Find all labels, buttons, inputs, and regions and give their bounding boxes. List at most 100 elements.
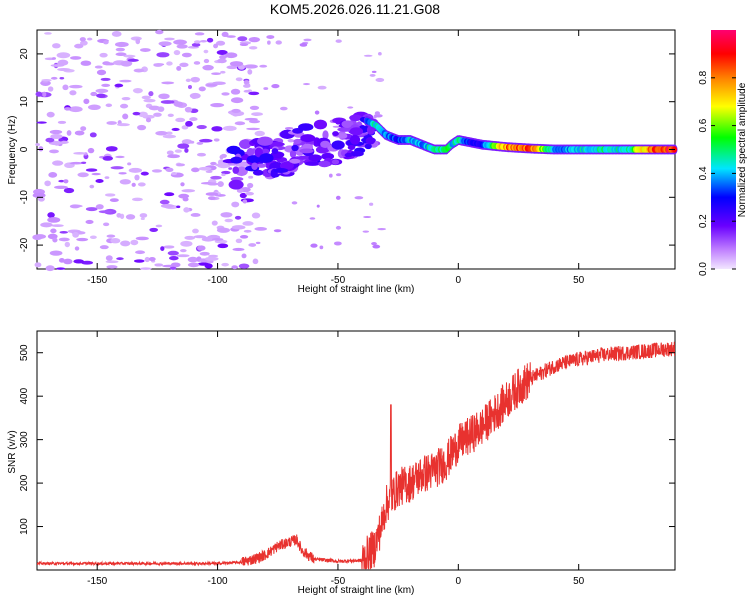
spectrogram-noise-blob [173, 39, 188, 45]
spectrogram-noise-blob [317, 85, 327, 90]
spectrogram-noise-blob [204, 263, 213, 269]
spectrogram-noise-blob [160, 246, 165, 251]
snr-x-tick-label: -100 [208, 576, 228, 587]
snr-y-tick-label: 400 [19, 387, 30, 404]
spectrogram-cluster-blob [365, 137, 376, 145]
spectrogram-noise-blob [83, 98, 90, 105]
spectrogram-cluster-blob [257, 136, 273, 146]
spectrogram-noise-blob [193, 61, 201, 65]
snr-x-label: Height of straight line (km) [298, 585, 415, 596]
spectrogram-noise-blob [131, 182, 136, 187]
spectrogram-cluster-blob [298, 123, 314, 131]
spectrogram-noise-blob [252, 258, 259, 265]
spectrogram-noise-blob [111, 31, 122, 37]
spectrogram-noise-blob [32, 234, 43, 241]
spectrogram-noise-blob [40, 222, 53, 228]
spectrogram-noise-blob [101, 83, 111, 87]
spectrogram-cluster-blob [304, 161, 321, 166]
spectrogram-noise-blob [238, 263, 250, 269]
spectrogram-noise-blob [163, 245, 175, 249]
snr-y-tick-label: 500 [19, 344, 30, 361]
spectrogram-noise-blob [213, 138, 220, 142]
spectrogram-noise-blob [151, 169, 163, 173]
spectrogram-noise-blob [302, 83, 311, 86]
spectrogram-noise-blob [52, 237, 58, 243]
spectrogram-noise-blob [50, 133, 63, 140]
spectrogram-cluster-blob [341, 120, 354, 128]
spectrogram-noise-blob [183, 207, 190, 213]
spectrogram-noise-blob [89, 235, 97, 239]
spectrogram-noise-blob [47, 86, 54, 92]
spectrogram-noise-blob [217, 181, 224, 187]
spectrogram-cluster-layer [222, 111, 381, 190]
spectrogram-noise-blob [243, 89, 251, 93]
spectrogram-noise-blob [69, 204, 81, 209]
spectrogram-noise-blob [234, 121, 246, 126]
spectrogram-noise-blob [133, 259, 145, 263]
spectrogram-noise-blob [280, 106, 288, 111]
spectrogram-noise-blob [104, 193, 116, 197]
spectrogram-noise-blob [255, 241, 261, 245]
spectrogram-cluster-blob [349, 134, 361, 145]
spectrogram-noise-blob [226, 65, 238, 70]
snr-y-tick-label: 300 [19, 431, 30, 448]
spectrogram-noise-blob [105, 260, 119, 264]
spectrogram-noise-blob [115, 47, 126, 52]
spectrogram-noise-blob [145, 117, 152, 123]
spectrogram-noise-blob [51, 224, 64, 228]
spectrogram-noise-blob [164, 37, 175, 41]
spectrogram-noise-blob [59, 231, 68, 234]
spectrogram-noise-blob [119, 79, 132, 83]
spectrogram-noise-blob [52, 160, 64, 166]
spectrogram-noise-blob [139, 267, 152, 270]
spectrogram-noise-blob [369, 202, 374, 206]
spectrogram-noise-blob [73, 259, 85, 264]
spectrogram-noise-blob [211, 237, 224, 241]
spectrogram-cluster-blob [322, 130, 329, 140]
spectrogram-noise-blob [196, 124, 207, 130]
snr-series-line [37, 341, 675, 570]
spectrogram-noise-blob [217, 243, 229, 249]
colorbar-tick-label: 0.4 [698, 166, 709, 180]
spectrogram-cluster-blob [318, 160, 331, 168]
spectrogram-noise-blob [237, 36, 248, 42]
spectrogram-noise-blob [176, 254, 190, 258]
spectrogram-noise-blob [377, 51, 382, 56]
spectrogram-noise-blob [284, 127, 294, 130]
spectrogram-noise-blob [169, 256, 179, 261]
spectrogram-noise-blob [187, 262, 200, 268]
spectrogram-noise-blob [247, 69, 253, 75]
spectrogram-noise-blob [221, 173, 226, 177]
spectrogram-noise-blob [199, 138, 213, 143]
spectrogram-noise-blob [242, 221, 254, 226]
spectrogram-noise-blob [201, 236, 215, 242]
spectrogram-noise-blob [132, 111, 141, 116]
spectrogram-noise-blob [141, 95, 151, 100]
spectrogram-noise-blob [63, 187, 75, 194]
spectrogram-noise-blob [69, 84, 83, 89]
spectrogram-cluster-blob [271, 148, 279, 154]
spectrogram-noise-blob [199, 39, 208, 43]
spectrogram-noise-blob [193, 40, 201, 44]
spectrogram-noise-blob [220, 153, 227, 158]
spectrogram-noise-blob [105, 255, 113, 262]
spectrogram-noise-blob [335, 195, 341, 200]
spectrogram-noise-blob [35, 91, 43, 97]
spectrogram-noise-blob [115, 52, 127, 57]
spectrogram-noise-blob [48, 171, 58, 178]
spectrogram-noise-blob [203, 58, 210, 64]
spectrogram-noise-blob [210, 161, 217, 166]
spectrogram-noise-blob [273, 229, 282, 233]
spectrogram-ridge-layer [363, 115, 678, 155]
spectrogram-noise-blob [135, 38, 141, 45]
spectrogram-noise-blob [116, 212, 122, 218]
spectrogram-noise-blob [137, 124, 147, 131]
spectrogram-noise-blob [167, 154, 180, 159]
spectrogram-noise-blob [99, 245, 109, 250]
spectrogram-noise-blob [98, 210, 113, 214]
spectrogram-noise-blob [140, 217, 145, 221]
spectrogram-noise-blob [35, 143, 40, 146]
spectrogram-noise-blob [207, 196, 216, 201]
spectrogram-noise-blob [123, 54, 136, 58]
spectrogram-cluster-blob [350, 150, 364, 157]
